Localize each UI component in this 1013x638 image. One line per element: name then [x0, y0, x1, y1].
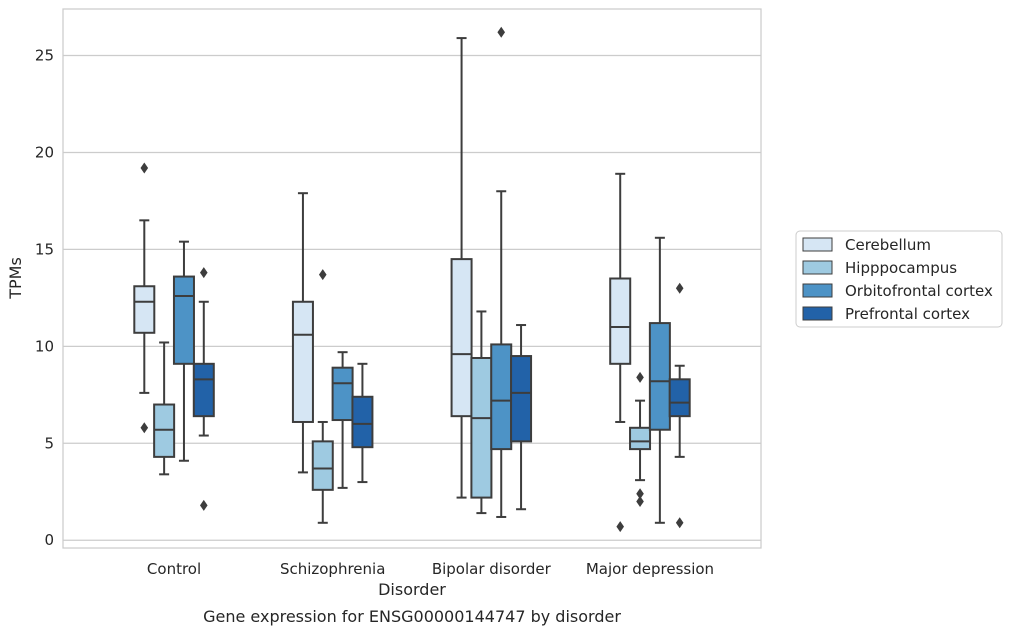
legend-swatch: [802, 306, 833, 321]
box-body: [331, 366, 354, 422]
box-series: [133, 26, 691, 533]
box-body: [470, 356, 493, 499]
box-body: [609, 277, 632, 365]
legend-label: Cerebellum: [845, 236, 931, 254]
outlier-point: [636, 495, 644, 507]
box-3-3: [668, 282, 691, 529]
outlier-point: [140, 422, 149, 434]
box-1-0: [291, 192, 314, 474]
outlier-point: [199, 267, 208, 279]
y-tick-label: 15: [35, 240, 54, 258]
legend-label: Orbitofrontal cortex: [845, 282, 993, 300]
box-body: [192, 362, 215, 418]
box-2-1: [470, 310, 493, 515]
legend: Cerebellum Hipppocampus Orbitofrontal cort…: [795, 230, 1003, 328]
x-axis-label: Disorder: [378, 580, 446, 599]
box-body: [133, 285, 156, 334]
y-tick-label: 20: [35, 143, 54, 161]
box-2-2: [490, 26, 513, 518]
y-tick-label: 0: [44, 531, 54, 549]
box-body: [668, 378, 691, 418]
box-1-3: [351, 362, 374, 484]
grid-lines: [63, 54, 761, 541]
outlier-point: [636, 488, 644, 500]
legend-swatch: [802, 237, 833, 252]
outlier-point: [497, 26, 506, 38]
y-axis-label: TPMs: [6, 257, 25, 300]
outlier-point: [616, 521, 625, 533]
outlier-point: [140, 162, 149, 174]
box-2-0: [450, 37, 473, 499]
box-3-0: [609, 172, 632, 533]
box-body: [291, 300, 314, 423]
y-tick-label: 10: [35, 337, 54, 355]
legend-label: Hipppocampus: [845, 259, 957, 277]
box-body: [450, 258, 473, 418]
box-1-1: [311, 269, 334, 524]
x-tick-label: Schizophrenia: [280, 560, 385, 578]
box-body: [490, 343, 513, 451]
legend-swatch: [802, 260, 833, 275]
chart-caption: Gene expression for ENSG00000144747 by d…: [203, 607, 621, 626]
box-3-2: [648, 236, 671, 524]
legend-swatch: [802, 283, 833, 298]
outlier-point: [675, 517, 684, 529]
x-axis-ticks: Control Schizophrenia Bipolar disorder Majo…: [147, 560, 714, 578]
y-tick-label: 5: [44, 434, 54, 452]
outlier-point: [636, 371, 644, 383]
box-body: [172, 275, 195, 365]
x-tick-label: Control: [147, 560, 201, 578]
box-body: [629, 426, 652, 451]
box-0-3: [192, 267, 215, 511]
plot-frame: [62, 8, 762, 549]
outlier-point: [199, 499, 208, 511]
outlier-point: [675, 282, 684, 294]
y-tick-label: 25: [35, 47, 54, 65]
box-body: [510, 355, 533, 443]
outlier-point: [318, 269, 327, 281]
box-0-2: [172, 240, 195, 462]
box-0-0: [133, 162, 156, 434]
legend-label: Prefrontal cortex: [845, 305, 970, 323]
box-3-1: [629, 371, 652, 507]
y-axis-ticks: 0 5 10 15 20 25: [35, 47, 54, 550]
box-body: [648, 322, 671, 431]
box-2-3: [510, 324, 533, 511]
box-body: [351, 395, 374, 449]
box-0-1: [153, 341, 176, 476]
box-body: [311, 440, 334, 491]
x-tick-label: Bipolar disorder: [432, 560, 552, 578]
x-tick-label: Major depression: [586, 560, 714, 578]
box-1-2: [331, 351, 354, 489]
legend-frame: [795, 230, 1003, 328]
